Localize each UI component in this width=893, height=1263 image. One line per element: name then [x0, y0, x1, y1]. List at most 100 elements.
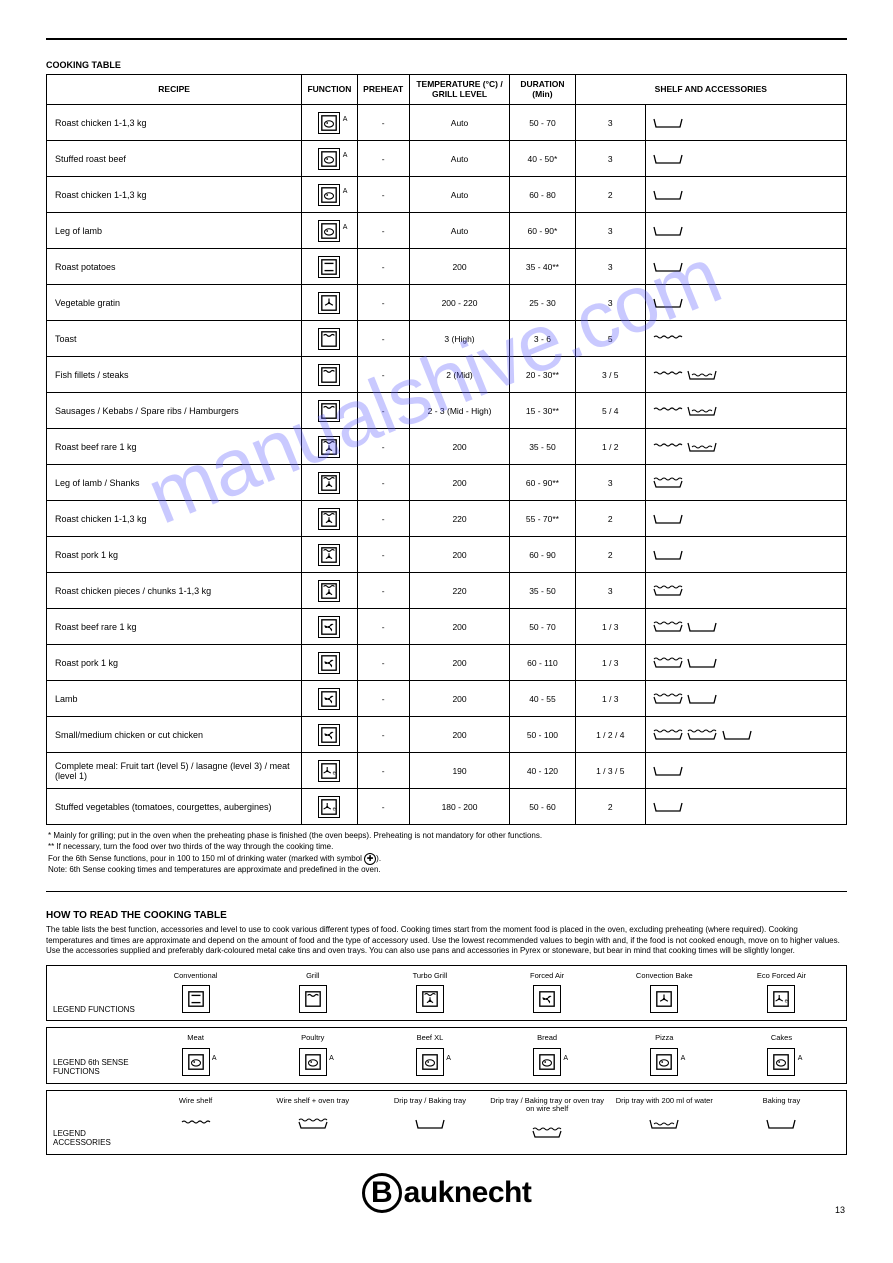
accessory-icon — [686, 657, 718, 667]
cell-function — [302, 357, 357, 393]
cell-recipe: Roast chicken 1-1,3 kg — [47, 501, 302, 537]
function-icon: A — [416, 1048, 444, 1076]
cell-temp: 3 (High) — [409, 321, 510, 357]
accessory-icon — [652, 729, 684, 739]
legend-item-title: Conventional — [137, 972, 254, 981]
cell-accessories — [645, 753, 846, 789]
cell-accessories — [645, 429, 846, 465]
function-icon — [416, 985, 444, 1013]
cell-recipe: Roast beef rare 1 kg — [47, 609, 302, 645]
accessory-icon — [652, 297, 684, 307]
accessory-icon — [686, 729, 718, 739]
cell-time: 35 - 50 — [510, 429, 575, 465]
cell-recipe: Small/medium chicken or cut chicken — [47, 717, 302, 753]
page-title: COOKING TABLE — [46, 60, 847, 70]
table-notes: * Mainly for grilling; put in the oven w… — [46, 825, 847, 881]
cell-preheat: - — [357, 213, 409, 249]
accessory-icon — [652, 153, 684, 163]
table-row: Roast chicken 1-1,3 kg-22055 - 70**2 — [47, 501, 847, 537]
col-function-header: FUNCTION — [302, 75, 357, 105]
cell-level: 5 / 4 — [575, 393, 645, 429]
accessory-icon — [652, 333, 684, 343]
cell-preheat: - — [357, 681, 409, 717]
accessory-icon — [652, 801, 684, 811]
legend-item: Conventional — [137, 972, 254, 1015]
cell-time: 60 - 90* — [510, 213, 575, 249]
cell-temp: 2 - 3 (Mid - High) — [409, 393, 510, 429]
cell-preheat: - — [357, 357, 409, 393]
cell-temp: 2 (Mid) — [409, 357, 510, 393]
accessory-icon — [652, 513, 684, 523]
cell-function — [302, 321, 357, 357]
function-icon: A — [318, 112, 340, 134]
legend-item-title: Grill — [254, 972, 371, 981]
cell-recipe: Roast potatoes — [47, 249, 302, 285]
accessory-icon — [652, 693, 684, 703]
brand-logo-mark: B — [362, 1173, 402, 1213]
function-icon — [318, 760, 340, 782]
cell-temp: 180 - 200 — [409, 789, 510, 825]
cell-preheat: - — [357, 609, 409, 645]
cell-accessories — [645, 249, 846, 285]
cell-level: 2 — [575, 537, 645, 573]
function-icon — [318, 256, 340, 278]
cell-recipe: Toast — [47, 321, 302, 357]
cell-temp: 200 - 220 — [409, 285, 510, 321]
accessory-icon — [652, 261, 684, 271]
cell-recipe: Leg of lamb — [47, 213, 302, 249]
table-row: Roast chicken 1-1,3 kgA-Auto50 - 703 — [47, 105, 847, 141]
accessory-icon — [180, 1117, 212, 1131]
cell-temp: Auto — [409, 105, 510, 141]
cell-preheat: - — [357, 249, 409, 285]
cell-level: 1 / 3 — [575, 681, 645, 717]
function-icon — [318, 724, 340, 746]
cell-time: 60 - 110 — [510, 645, 575, 681]
function-icon — [318, 472, 340, 494]
cooking-table: RECIPE FUNCTION PREHEAT TEMPERATURE (°C)… — [46, 74, 847, 825]
function-icon — [318, 688, 340, 710]
function-icon: A — [533, 1048, 561, 1076]
cell-function — [302, 393, 357, 429]
cell-preheat: - — [357, 321, 409, 357]
table-row: Roast pork 1 kg-20060 - 1101 / 3 — [47, 645, 847, 681]
accessory-icon — [531, 1126, 563, 1140]
accessory-icon — [652, 117, 684, 127]
cell-time: 60 - 90 — [510, 537, 575, 573]
cell-preheat: - — [357, 177, 409, 213]
legend-item: Convection Bake — [606, 972, 723, 1015]
table-row: Stuffed roast beefA-Auto40 - 50*3 — [47, 141, 847, 177]
cell-level: 3 — [575, 105, 645, 141]
cell-accessories — [645, 105, 846, 141]
legend-item: Baking tray — [723, 1097, 840, 1148]
cell-recipe: Roast beef rare 1 kg — [47, 429, 302, 465]
accessory-icon — [686, 405, 718, 415]
cell-time: 55 - 70** — [510, 501, 575, 537]
document-page: COOKING TABLE RECIPE FUNCTION PREHEAT TE… — [0, 0, 893, 1223]
cell-recipe: Roast chicken pieces / chunks 1-1,3 kg — [47, 573, 302, 609]
cell-preheat: - — [357, 501, 409, 537]
page-number: 13 — [835, 1205, 845, 1215]
accessory-icon — [686, 621, 718, 631]
cell-accessories — [645, 465, 846, 501]
table-row: Roast chicken 1-1,3 kgA-Auto60 - 802 — [47, 177, 847, 213]
accessory-icon — [652, 657, 684, 667]
function-icon — [318, 616, 340, 638]
table-head: RECIPE FUNCTION PREHEAT TEMPERATURE (°C)… — [47, 75, 847, 105]
function-icon — [318, 364, 340, 386]
legend-item-title: Meat — [137, 1034, 254, 1043]
cell-accessories — [645, 681, 846, 717]
cell-function: A — [302, 177, 357, 213]
legend-item-title: Eco Forced Air — [723, 972, 840, 981]
col-recipe-header: RECIPE — [47, 75, 302, 105]
legend-item-title: Beef XL — [371, 1034, 488, 1043]
table-row: Vegetable gratin-200 - 22025 - 303 — [47, 285, 847, 321]
cell-function — [302, 573, 357, 609]
cell-level: 1 / 3 — [575, 645, 645, 681]
legend-label: LEGEND ACCESSORIES — [53, 1123, 137, 1148]
cell-recipe: Roast pork 1 kg — [47, 537, 302, 573]
accessory-icon — [652, 405, 684, 415]
function-icon — [767, 985, 795, 1013]
cell-accessories — [645, 609, 846, 645]
cell-preheat: - — [357, 537, 409, 573]
cell-function — [302, 609, 357, 645]
